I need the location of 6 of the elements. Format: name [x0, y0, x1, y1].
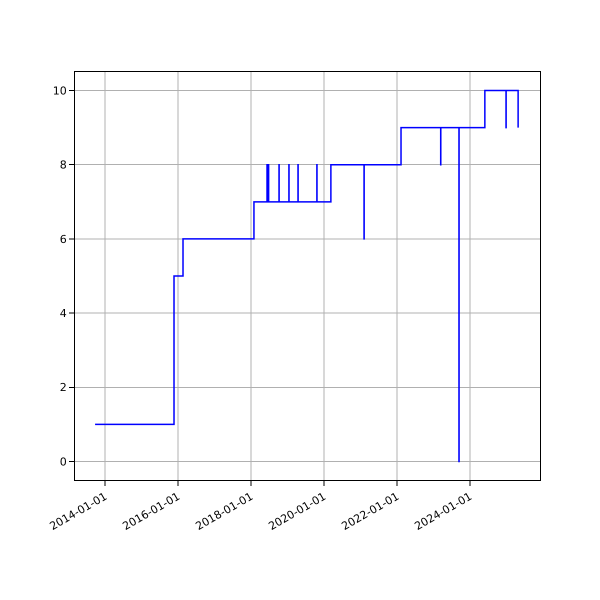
y-tick-label: 4 [60, 306, 67, 320]
y-tick-label: 2 [60, 381, 67, 394]
y-tick-label: 0 [60, 455, 67, 468]
y-tick-label: 10 [52, 84, 67, 98]
y-tick-label: 6 [60, 232, 67, 246]
y-tick-label: 8 [60, 158, 67, 172]
